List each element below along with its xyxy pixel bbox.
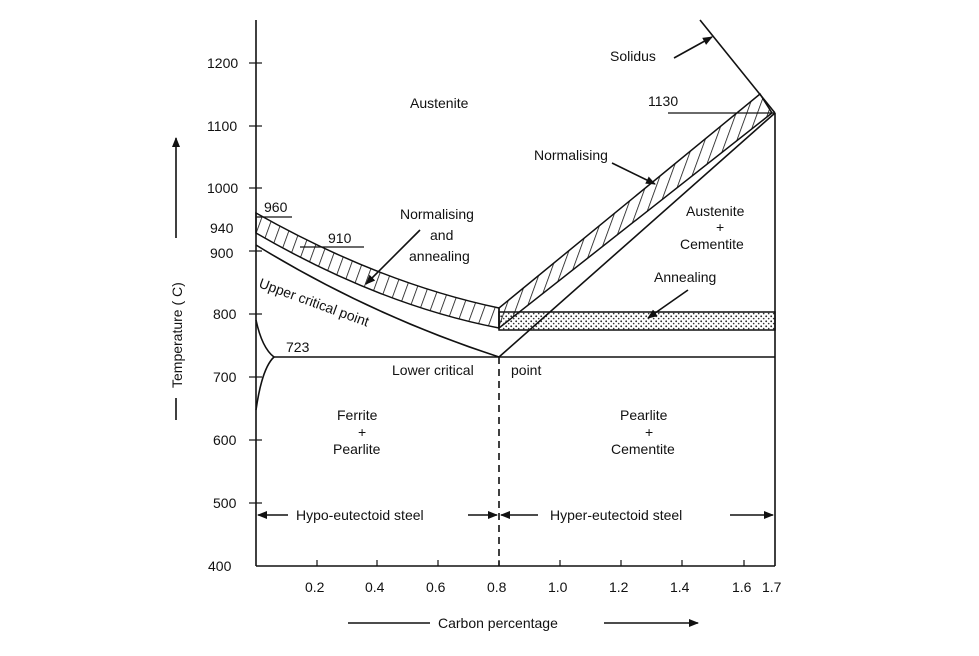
y-tick-1100: 1100 (207, 118, 237, 134)
y-tick-800: 800 (213, 306, 237, 322)
x-tick-0.4: 0.4 (365, 579, 385, 595)
y-axis-title-group: Temperature ( C) (169, 137, 185, 420)
label-annealing: Annealing (654, 269, 716, 285)
x-tick-1.0: 1.0 (548, 579, 568, 595)
y-axis-title: Temperature ( C) (169, 282, 185, 388)
x-tick-1.6: 1.6 (732, 579, 752, 595)
normalising-arrow (611, 162, 656, 185)
y-tick-1200: 1200 (207, 55, 238, 71)
phase-pea-cem-line2: + (645, 424, 653, 440)
solidus-line (699, 19, 776, 114)
label-hypo: Hypo-eutectoid steel (296, 507, 424, 523)
solidus-arrow (673, 36, 713, 59)
norm-anneal-arrow (365, 229, 421, 285)
label-point: point (511, 362, 541, 378)
label-solidus: Solidus (610, 48, 656, 64)
x-axis-title-group: Carbon percentage (348, 615, 699, 631)
label-1130: 1130 (648, 93, 678, 109)
phase-aus-cem-line1: Austenite (686, 203, 745, 219)
label-hyper: Hyper-eutectoid steel (550, 507, 682, 523)
label-910: 910 (328, 230, 352, 246)
y-tick-1000: 1000 (207, 180, 238, 196)
x-tick-marks (316, 560, 745, 566)
x-tick-1.7: 1.7 (762, 579, 782, 595)
label-normalising: Normalising (534, 147, 608, 163)
x-tick-0.2: 0.2 (305, 579, 325, 595)
x-tick-0.8: 0.8 (487, 579, 507, 595)
y-tick-marks (249, 62, 262, 504)
label-723: 723 (286, 339, 310, 355)
phase-pea-cem-line1: Pearlite (620, 407, 668, 423)
y-tick-700: 700 (213, 369, 237, 385)
annealing-band (498, 311, 776, 331)
y-tick-600: 600 (213, 432, 237, 448)
ferrite-boundary (255, 319, 276, 411)
label-lower-critical: Lower critical (392, 362, 474, 378)
x-tick-0.6: 0.6 (426, 579, 446, 595)
phase-aus-cem-line2: + (716, 219, 724, 235)
normalising-band-hypo (255, 211, 500, 329)
phase-pea-cem-line3: Cementite (611, 441, 675, 457)
y-tick-500: 500 (213, 495, 237, 511)
x-tick-1.2: 1.2 (609, 579, 629, 595)
phase-fer-pea-line1: Ferrite (337, 407, 378, 423)
phase-austenite: Austenite (410, 95, 469, 111)
annealing-arrow (647, 289, 689, 319)
label-940: 940 (210, 220, 234, 236)
label-norm-anneal-1: Normalising (400, 206, 474, 222)
label-norm-anneal-2: and (430, 227, 453, 243)
phase-aus-cem-line3: Cementite (680, 236, 744, 252)
x-tick-1.4: 1.4 (670, 579, 690, 595)
y-tick-400: 400 (208, 558, 232, 574)
label-norm-anneal-3: annealing (409, 248, 470, 264)
acm-line (498, 112, 776, 358)
x-axis-title: Carbon percentage (438, 615, 558, 631)
phase-fer-pea-line3: Pearlite (333, 441, 381, 457)
upper-critical-line (255, 244, 500, 358)
y-tick-900: 900 (210, 245, 234, 261)
phase-fer-pea-line2: + (358, 424, 366, 440)
label-960: 960 (264, 199, 288, 215)
